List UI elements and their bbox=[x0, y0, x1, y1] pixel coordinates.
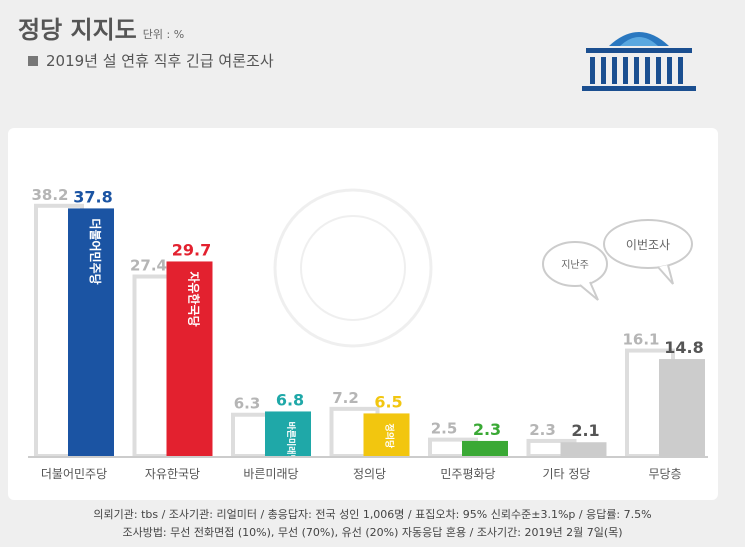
bubble-previous: 지난주 bbox=[542, 241, 608, 301]
value-previous-0: 38.2 bbox=[31, 186, 68, 204]
party-logo-text-1: 자유한국당 bbox=[187, 271, 202, 326]
bubble-current-shape bbox=[603, 219, 693, 269]
category-label-2: 바른미래당 bbox=[243, 467, 298, 481]
bubble-previous-tail bbox=[579, 281, 599, 301]
value-previous-1: 27.4 bbox=[130, 257, 167, 275]
bar-current-5 bbox=[560, 442, 607, 456]
category-label-4: 민주평화당 bbox=[440, 467, 495, 481]
footer-method-info: 조사방법: 무선 전화면접 (10%), 무선 (70%), 유선 (20%) … bbox=[122, 526, 623, 539]
bubble-current-tail bbox=[657, 264, 674, 285]
bar-current-0 bbox=[68, 208, 114, 456]
party-logo-text-3: 정의당 bbox=[384, 423, 396, 449]
bubble-current-label: 이번조사 bbox=[626, 238, 670, 252]
footer-survey-info: 의뢰기관: tbs / 조사기관: 리얼미터 / 총응답자: 전국 성인 1,0… bbox=[93, 508, 652, 521]
value-previous-5: 2.3 bbox=[529, 421, 556, 439]
chart-panel: 더불어민주당 38.2 37.8 자유한국당 27.4 29.7 바른미래당 6.3 6.8 정의… bbox=[8, 128, 718, 500]
value-current-3: 6.5 bbox=[374, 392, 402, 411]
subtitle-text: 2019년 설 연휴 직후 긴급 여론조사 bbox=[46, 52, 274, 70]
value-current-5: 2.1 bbox=[571, 421, 599, 440]
national-assembly-icon bbox=[582, 32, 696, 91]
category-label-5: 기타 정당 bbox=[543, 467, 591, 481]
bar-current-4 bbox=[462, 440, 508, 456]
bar-current-1 bbox=[166, 261, 213, 456]
bar-chart: 더불어민주당 38.2 37.8 자유한국당 27.4 29.7 바른미래당 6.3 6.8 정의… bbox=[28, 186, 708, 481]
value-current-4: 2.3 bbox=[473, 420, 501, 439]
category-label-3: 정의당 bbox=[353, 467, 386, 481]
bubble-previous-label: 지난주 bbox=[561, 259, 589, 271]
bubble-previous-shape bbox=[542, 241, 608, 287]
category-label-6: 무당층 bbox=[648, 467, 681, 481]
bar-current-3 bbox=[363, 413, 410, 456]
subtitle: 2019년 설 연휴 직후 긴급 여론조사 bbox=[28, 50, 274, 71]
category-label-1: 자유한국당 bbox=[145, 467, 200, 481]
value-previous-4: 2.5 bbox=[431, 420, 458, 438]
value-current-0: 37.8 bbox=[73, 187, 112, 206]
bar-current-6 bbox=[659, 359, 705, 456]
square-bullet-icon bbox=[28, 55, 38, 66]
value-current-1: 29.7 bbox=[172, 240, 211, 259]
watermark-seal bbox=[273, 188, 433, 348]
party-logo-text-2: 바른미래당 bbox=[285, 421, 297, 463]
value-current-2: 6.8 bbox=[276, 390, 304, 409]
bubble-current: 이번조사 bbox=[603, 219, 693, 285]
bar-current-2 bbox=[265, 411, 311, 456]
unit-label: 단위 : % bbox=[142, 28, 185, 41]
value-previous-3: 7.2 bbox=[332, 389, 359, 407]
category-label-0: 더불어민주당 bbox=[41, 467, 107, 481]
value-previous-2: 6.3 bbox=[234, 395, 261, 413]
title-text: 정당 지지도 bbox=[18, 16, 137, 44]
value-previous-6: 16.1 bbox=[622, 331, 659, 349]
value-current-6: 14.8 bbox=[664, 338, 703, 357]
party-logo-text-0: 더불어민주당 bbox=[88, 218, 103, 284]
page-title: 정당 지지도 단위 : % bbox=[18, 10, 184, 45]
